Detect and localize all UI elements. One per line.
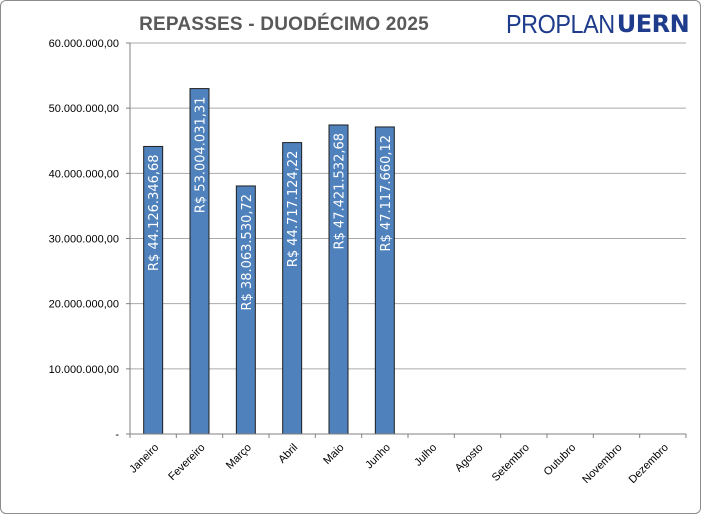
x-category-label: Agosto bbox=[453, 442, 486, 475]
bar-data-label: R$ 44.717.124,22 bbox=[286, 151, 301, 268]
bar-data-label: R$ 38.063.530,72 bbox=[240, 194, 255, 311]
chart-title: REPASSES - DUODÉCIMO 2025 bbox=[139, 14, 429, 35]
x-category-label: Novembro bbox=[580, 442, 624, 486]
x-category-label: Outubro bbox=[542, 442, 579, 479]
x-category-label: Setembro bbox=[490, 442, 532, 484]
bar-data-label: R$ 53.004.031,31 bbox=[194, 97, 209, 214]
proplan-uern-logo: PROPLAN UERN bbox=[506, 8, 690, 39]
x-category-label: Junho bbox=[363, 442, 393, 472]
y-tick-label: 10.000.000,00 bbox=[49, 364, 119, 376]
x-category-label: Maio bbox=[321, 442, 346, 467]
x-category-label: Janeiro bbox=[127, 442, 161, 476]
y-tick-label: 40.000.000,00 bbox=[49, 168, 119, 180]
logo-uern-text: UERN bbox=[616, 10, 690, 38]
bar-data-label: R$ 44.126.346,68 bbox=[147, 154, 162, 271]
x-category-label: Abril bbox=[276, 442, 300, 466]
y-tick-label: 50.000.000,00 bbox=[49, 103, 119, 115]
y-tick-label: 30.000.000,00 bbox=[49, 234, 119, 246]
x-category-label: Março bbox=[224, 442, 254, 472]
x-category-label: Fevereiro bbox=[166, 442, 207, 483]
y-tick-label: - bbox=[115, 429, 119, 441]
y-tick-label: 20.000.000,00 bbox=[49, 299, 119, 311]
bar-data-label: R$ 47.421.532,68 bbox=[333, 133, 348, 250]
logo-proplan-text: PROPLAN bbox=[506, 8, 615, 39]
x-category-label: Dezembro bbox=[627, 442, 671, 486]
y-tick-label: 60.000.000,00 bbox=[49, 38, 119, 50]
x-category-label: Julho bbox=[412, 442, 439, 469]
bar-data-label: R$ 47.117.660,12 bbox=[379, 135, 394, 252]
